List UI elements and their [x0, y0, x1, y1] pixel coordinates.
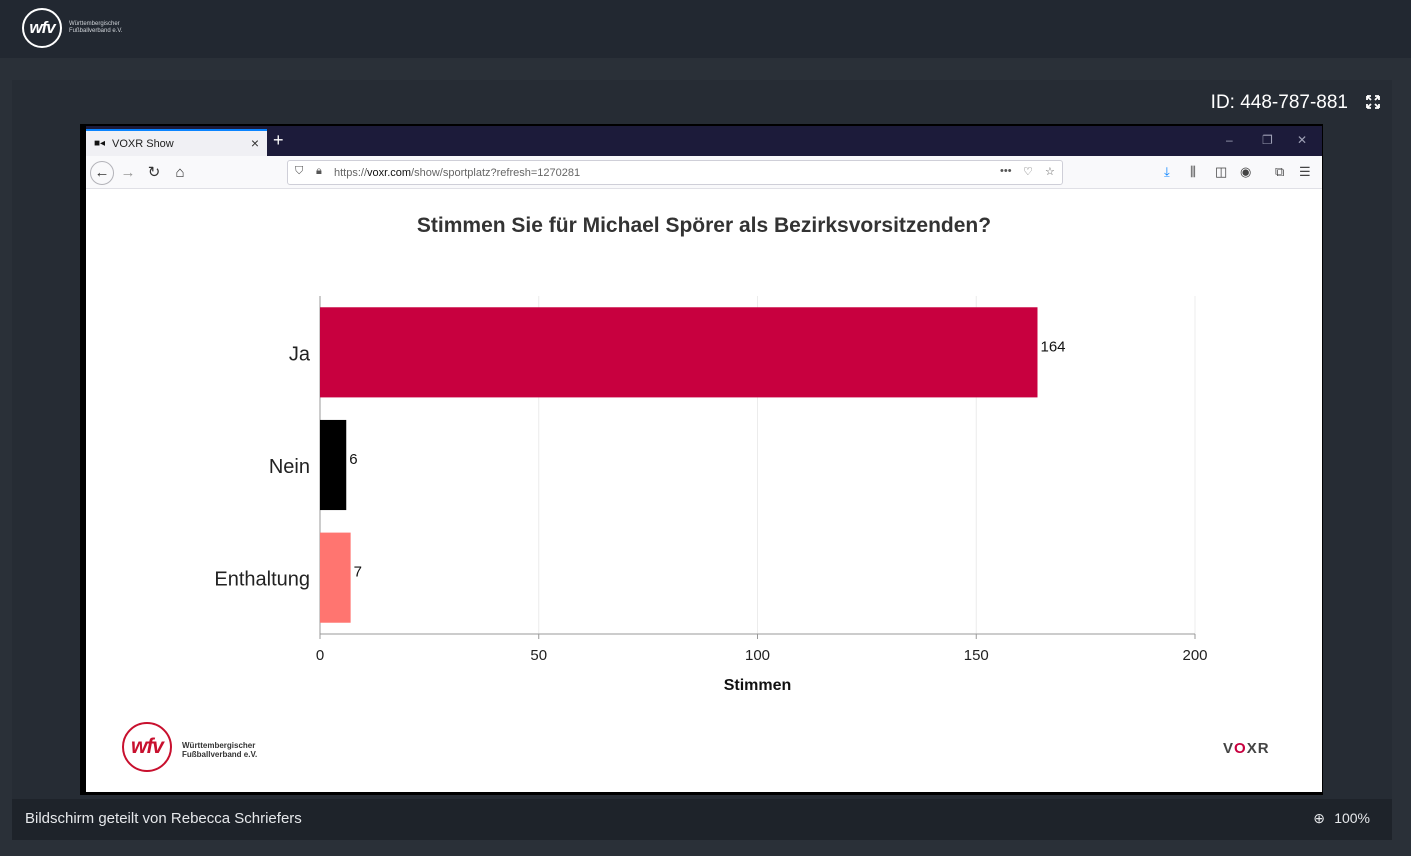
- x-tick-label: 50: [530, 647, 547, 664]
- tab-close-button[interactable]: ×: [250, 135, 259, 151]
- org-name-line2: Fußballverband e.V.: [69, 28, 123, 34]
- camera-icon: ■◂: [94, 138, 106, 149]
- zoom-icon[interactable]: ⊕: [1313, 810, 1325, 826]
- url-path: /show/sportplatz?refresh=1270281: [411, 167, 581, 179]
- voxr-letters-xr: XR: [1246, 740, 1270, 757]
- org-name-line1: Württembergischer: [69, 21, 120, 27]
- x-tick-label: 100: [745, 647, 770, 664]
- zoom-level[interactable]: 100%: [1334, 810, 1370, 826]
- screen-share-stage: ID: 448-787-881 ■◂ VOXR Show × + – ❐ ✕ ←…: [12, 80, 1392, 840]
- x-tick-label: 150: [964, 647, 989, 664]
- meeting-id: ID: 448-787-881: [1210, 92, 1348, 113]
- browser-tab[interactable]: ■◂ VOXR Show ×: [86, 129, 267, 156]
- browser-navbar: ← → ↻ ⌂ ⛉ 🔒︎ https://voxr.com/show/sport…: [86, 156, 1322, 189]
- logo-text: wfv: [29, 18, 55, 37]
- url-prefix: https://: [334, 167, 368, 179]
- fullscreen-icon[interactable]: [1366, 95, 1380, 109]
- home-icon[interactable]: ⌂: [175, 164, 185, 181]
- account-icon[interactable]: ◉: [1240, 164, 1252, 179]
- close-window-button[interactable]: ✕: [1297, 133, 1308, 147]
- bar: [320, 307, 1038, 398]
- bar: [320, 419, 347, 511]
- footer-org-line1: Württembergischer: [182, 741, 256, 750]
- back-button[interactable]: ←: [90, 161, 114, 185]
- minimize-button[interactable]: –: [1226, 133, 1233, 147]
- browser-tabbar: ■◂ VOXR Show × + – ❐ ✕: [86, 126, 1322, 156]
- y-category-label: Enthaltung: [214, 569, 310, 591]
- pocket-icon[interactable]: ♡: [1023, 166, 1033, 178]
- sidebar-icon[interactable]: ◫: [1215, 164, 1228, 179]
- bar-value-label: 6: [349, 451, 357, 468]
- tab-title: VOXR Show: [112, 138, 174, 150]
- chart-title: Stimmen Sie für Michael Spörer als Bezir…: [416, 214, 992, 237]
- footer-wfv-logo: wfv: [122, 722, 172, 772]
- org-name: Württembergischer Fußballverband e.V.: [69, 21, 122, 35]
- y-category-label: Ja: [289, 343, 311, 365]
- voxr-letter-o: O: [1234, 740, 1247, 757]
- bookmark-star-icon[interactable]: ☆: [1045, 166, 1055, 178]
- x-tick-label: 0: [316, 647, 324, 664]
- x-tick-label: 200: [1182, 647, 1207, 664]
- lock-icon: 🔒︎: [316, 165, 322, 177]
- browser-window: ■◂ VOXR Show × + – ❐ ✕ ← → ↻ ⌂ ⛉ 🔒︎ http…: [86, 126, 1322, 792]
- more-icon[interactable]: •••: [1000, 165, 1012, 177]
- new-tab-button[interactable]: +: [273, 130, 284, 150]
- shield-icon: ⛉: [295, 165, 304, 177]
- voxr-letter-v: V: [1223, 740, 1235, 757]
- reload-button[interactable]: ↻: [147, 164, 161, 181]
- shared-by-label: Bildschirm geteilt von Rebecca Schriefer…: [25, 810, 302, 827]
- bar-value-label: 7: [354, 564, 362, 581]
- bar-chart: 0 50 100 150 200 Ja 164 Nein 6 Enthaltung 7 Stimmen: [214, 296, 1208, 694]
- url-bar[interactable]: ⛉ 🔒︎ https://voxr.com/show/sportplatz?re…: [287, 160, 1063, 185]
- x-axis-title: Stimmen: [724, 677, 792, 694]
- footer-org-name: Württembergischer Fußballverband e.V.: [182, 741, 257, 759]
- wfv-logo: wfv: [22, 8, 62, 48]
- library-icon[interactable]: ⫼: [1190, 164, 1196, 179]
- restore-button[interactable]: ❐: [1262, 133, 1273, 147]
- app-header: wfv Württembergischer Fußballverband e.V…: [0, 0, 1411, 58]
- url-text: https://voxr.com/show/sportplatz?refresh…: [334, 167, 580, 179]
- bar: [320, 532, 351, 623]
- download-icon[interactable]: ⤓: [1164, 164, 1170, 179]
- footer-org-line2: Fußballverband e.V.: [182, 750, 258, 759]
- footer-logo-text: wfv: [130, 735, 164, 758]
- forward-button[interactable]: →: [120, 164, 136, 181]
- bar-value-label: 164: [1041, 338, 1066, 355]
- menu-icon[interactable]: ☰: [1299, 164, 1311, 179]
- y-category-label: Nein: [269, 456, 310, 478]
- extensions-icon[interactable]: ⧉: [1275, 164, 1285, 179]
- url-domain: voxr.com: [367, 167, 412, 179]
- status-bar: Bildschirm geteilt von Rebecca Schriefer…: [12, 799, 1392, 840]
- shared-screen: ■◂ VOXR Show × + – ❐ ✕ ← → ↻ ⌂ ⛉ 🔒︎ http…: [80, 124, 1323, 795]
- voxr-logo: VOXR: [1223, 740, 1270, 757]
